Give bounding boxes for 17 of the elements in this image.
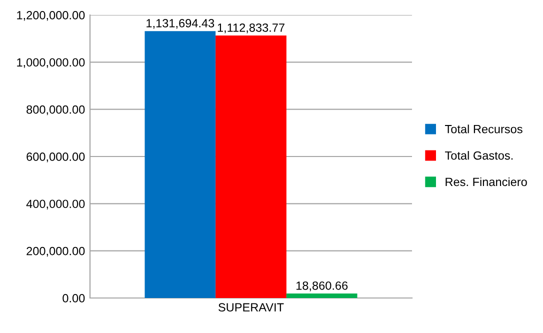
legend-label: Total Gastos. [445, 151, 513, 160]
y-tick-label: 600,000.00 [26, 152, 85, 162]
y-tick-label: 1,000,000.00 [17, 58, 85, 68]
bar [144, 31, 216, 298]
legend-label: Res. Financiero [446, 177, 527, 186]
y-tick-label: 800,000.00 [26, 105, 85, 116]
y-tick-label: 1,200,000.00 [17, 11, 85, 21]
x-tick-label: SUPERAVIT [218, 303, 284, 312]
y-tick-label: 400,000.00 [26, 200, 85, 210]
bar [286, 294, 358, 298]
data-label: 1,131,694.43 [146, 19, 214, 29]
y-tick-label: 200,000.00 [26, 246, 85, 257]
data-label: 1,112,833.77 [218, 23, 284, 34]
legend-label: Total Recursos [445, 124, 522, 134]
bar [216, 36, 286, 298]
data-label: 18,860.66 [296, 281, 348, 292]
y-tick-label: 0.00 [62, 294, 85, 302]
